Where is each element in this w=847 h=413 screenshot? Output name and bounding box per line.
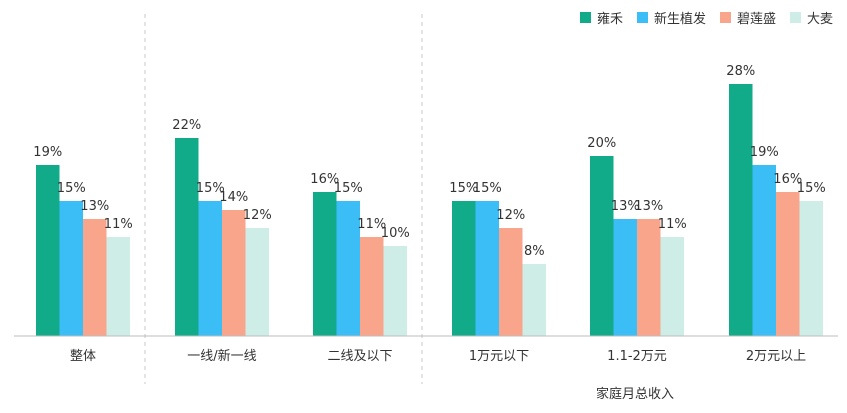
legend-item-yonghe: 雍禾 xyxy=(579,8,623,27)
bar xyxy=(752,165,776,336)
data-label: 13% xyxy=(611,199,640,214)
bar xyxy=(475,201,499,336)
bar xyxy=(198,201,222,336)
data-label: 19% xyxy=(750,145,779,160)
legend-swatch-bilian xyxy=(719,12,731,23)
data-label: 13% xyxy=(80,199,109,214)
legend-label-xinsheng: 新生植发 xyxy=(653,12,706,27)
data-label: 28% xyxy=(726,64,755,79)
data-label: 15% xyxy=(473,181,502,196)
data-label: 15% xyxy=(57,181,86,196)
data-label: 15% xyxy=(334,181,363,196)
data-label: 13% xyxy=(634,199,663,214)
legend-item-bilian: 碧莲盛 xyxy=(719,8,776,27)
x-axis-title: 家庭月总收入 xyxy=(596,386,674,402)
data-label: 15% xyxy=(196,181,225,196)
legend-swatch-xinsheng xyxy=(636,12,648,23)
bar xyxy=(222,210,246,336)
bar xyxy=(313,192,337,336)
bar xyxy=(245,228,269,336)
bar xyxy=(383,246,407,336)
legend-label-damai: 大麦 xyxy=(806,12,833,27)
bar xyxy=(175,138,199,336)
x-tick-label: 整体 xyxy=(70,349,96,364)
data-label: 16% xyxy=(773,172,802,187)
bar xyxy=(106,237,130,336)
data-label: 11% xyxy=(357,217,386,232)
x-tick-label: 一线/新一线 xyxy=(187,348,256,364)
data-label: 22% xyxy=(172,118,201,133)
data-label: 10% xyxy=(381,226,410,241)
data-label: 8% xyxy=(524,244,545,259)
bar xyxy=(729,84,753,336)
legend-swatch-yonghe xyxy=(579,12,591,23)
legend-label-yonghe: 雍禾 xyxy=(596,12,623,27)
bar xyxy=(522,264,546,336)
bar xyxy=(799,201,823,336)
data-label: 12% xyxy=(243,208,272,223)
legend-label-bilian: 碧莲盛 xyxy=(736,12,776,27)
x-tick-label: 1.1-2万元 xyxy=(607,349,667,364)
bar xyxy=(637,219,661,336)
legend-item-xinsheng: 新生植发 xyxy=(636,8,706,27)
bar xyxy=(336,201,360,336)
bar xyxy=(452,201,476,336)
bar xyxy=(83,219,107,336)
bar xyxy=(59,201,83,336)
bar xyxy=(613,219,637,336)
bar xyxy=(776,192,800,336)
data-label: 12% xyxy=(496,208,525,223)
data-label: 14% xyxy=(219,190,248,205)
x-tick-label: 2万元以上 xyxy=(746,349,806,364)
x-tick-label: 二线及以下 xyxy=(327,349,392,364)
bar xyxy=(360,237,384,336)
data-label: 15% xyxy=(449,181,478,196)
data-label: 15% xyxy=(797,181,826,196)
legend-swatch-damai xyxy=(789,12,801,23)
bar xyxy=(590,156,614,336)
bar xyxy=(660,237,684,336)
legend-item-damai: 大麦 xyxy=(789,8,833,27)
data-label: 16% xyxy=(310,172,339,187)
legend: 雍禾 新生植发 碧莲盛 大麦 xyxy=(579,8,833,27)
data-label: 11% xyxy=(658,217,687,232)
bar xyxy=(499,228,523,336)
data-label: 11% xyxy=(104,217,133,232)
data-label: 19% xyxy=(33,145,62,160)
data-label: 20% xyxy=(587,136,616,151)
x-tick-label: 1万元以下 xyxy=(469,349,529,364)
bar xyxy=(36,165,60,336)
